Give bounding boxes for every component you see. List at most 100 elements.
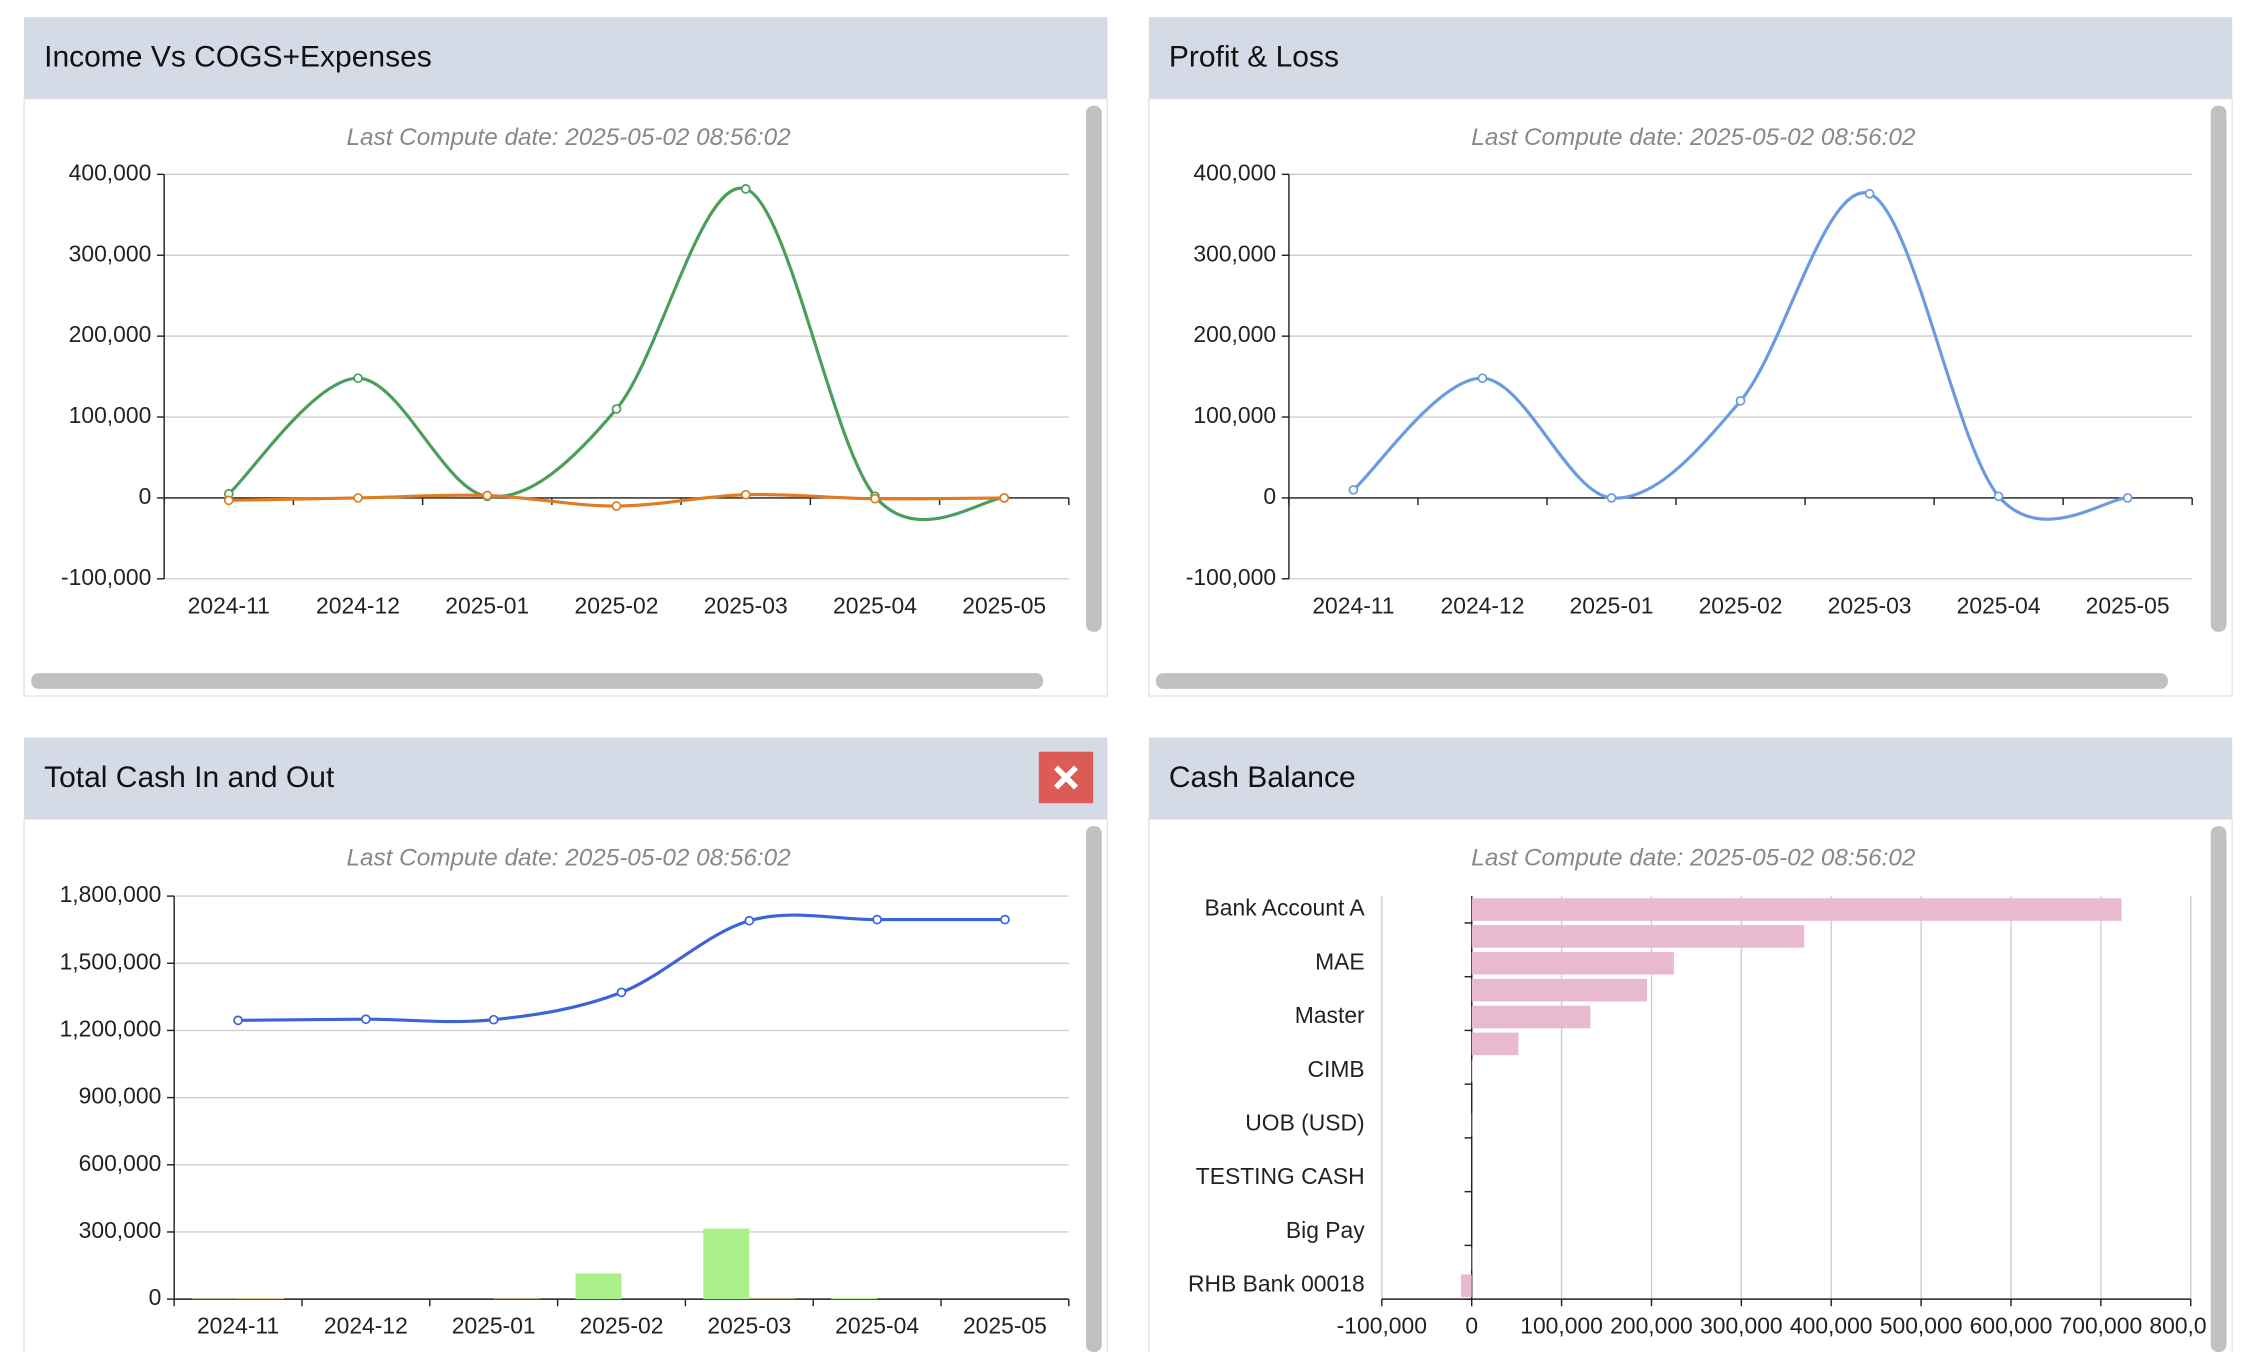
y-tick-label: 0 <box>139 483 152 509</box>
x-tick-label: 0 <box>1465 1313 1478 1339</box>
point <box>999 493 1010 503</box>
x-tick-label: 200,000 <box>1610 1313 1693 1339</box>
x-tick-label: 400,000 <box>1790 1313 1873 1339</box>
point <box>223 495 234 506</box>
point <box>1864 188 1875 199</box>
point <box>233 1015 243 1026</box>
y-tick-label: RHB Bank 00018 <box>1188 1271 1365 1297</box>
panel-frames <box>23 17 2233 1352</box>
panel-title: Profit & Loss <box>1169 41 1339 74</box>
bar <box>575 1273 622 1300</box>
y-tick-label: Bank Account A <box>1205 895 1366 921</box>
v-scrollbar[interactable] <box>2210 826 2227 1352</box>
point <box>1000 914 1010 925</box>
x-tick-label: 2024-11 <box>197 1313 279 1339</box>
x-tick-label: 500,000 <box>1880 1313 1963 1339</box>
v-scrollbar[interactable] <box>2210 105 2227 632</box>
x-tick-label: 2025-05 <box>962 592 1046 618</box>
line <box>227 186 1005 522</box>
x-tick-label: 2025-04 <box>1957 592 2041 618</box>
bar <box>1471 1032 1519 1056</box>
y-tick-label: 200,000 <box>69 321 152 347</box>
x-tick-label: 300,000 <box>1700 1313 1783 1339</box>
panel-body <box>23 818 1109 1352</box>
x-tick-label: 2024-12 <box>316 592 400 618</box>
v-scrollbar[interactable] <box>1085 105 1102 632</box>
point <box>2122 493 2133 503</box>
bar <box>1471 978 1647 1002</box>
point <box>740 489 751 500</box>
line <box>1352 191 2128 521</box>
point <box>740 184 751 194</box>
point <box>1348 484 1359 495</box>
point <box>1993 491 2004 502</box>
point <box>744 915 755 926</box>
x-tick-label: 2025-02 <box>580 1313 664 1339</box>
x-tick-label: 2024-11 <box>1312 592 1394 618</box>
close-icon <box>1053 765 1079 790</box>
x-tick-label: 2025-03 <box>1828 592 1912 618</box>
x-tick-label: 2025-03 <box>707 1313 791 1339</box>
x-tick-label: 2024-11 <box>188 592 270 618</box>
point <box>616 987 627 998</box>
y-tick-label: Master <box>1295 1002 1365 1028</box>
x-tick-label: 600,000 <box>1970 1313 2053 1339</box>
y-tick-label: TESTING CASH <box>1196 1163 1365 1189</box>
x-tick-label: 2024-12 <box>1441 592 1525 618</box>
x-tick-label: 2024-12 <box>324 1313 408 1339</box>
y-tick-label: 300,000 <box>79 1217 162 1243</box>
y-tick-label: 1,200,000 <box>60 1015 162 1041</box>
panel-header <box>24 17 1108 99</box>
close-button[interactable] <box>1038 751 1094 804</box>
x-tick-label: 800,000 <box>2149 1313 2232 1339</box>
panel-header <box>1148 17 2233 99</box>
panel-body <box>1148 97 2233 697</box>
h-scrollbar[interactable] <box>1156 673 2168 689</box>
bar <box>703 1228 750 1300</box>
y-tick-label: 0 <box>149 1284 162 1310</box>
h-scrollbar[interactable] <box>31 673 1044 689</box>
x-tick-label: 2025-02 <box>1699 592 1783 618</box>
y-tick-label: 300,000 <box>1193 240 1276 266</box>
bar <box>1471 898 2122 921</box>
y-tick-label: -100,000 <box>61 564 151 590</box>
x-tick-label: 2025-02 <box>575 592 659 618</box>
y-tick-label: 0 <box>1263 483 1276 509</box>
point <box>1477 373 1488 384</box>
subtitle: Last Compute date: 2025-05-02 08:56:02 <box>1471 124 1916 151</box>
y-tick-label: -100,000 <box>1186 564 1276 590</box>
bar <box>1471 925 1805 948</box>
bar <box>1460 1274 1472 1297</box>
y-tick-label: UOB (USD) <box>1245 1110 1364 1136</box>
y-tick-label: 400,000 <box>1193 159 1276 185</box>
x-tick-label: 2025-01 <box>445 592 529 618</box>
bar <box>1471 951 1674 975</box>
subtitle: Last Compute date: 2025-05-02 08:56:02 <box>347 124 792 151</box>
panel-title: Income Vs COGS+Expenses <box>44 41 432 74</box>
point <box>611 501 622 511</box>
x-tick-label: 2025-04 <box>835 1313 919 1339</box>
y-tick-label: MAE <box>1315 948 1365 974</box>
bar <box>831 1298 878 1300</box>
panel-header <box>24 737 1108 819</box>
x-tick-label: 2025-03 <box>704 592 788 618</box>
point <box>353 373 363 384</box>
subtitle: Last Compute date: 2025-05-02 08:56:02 <box>347 844 792 871</box>
y-tick-label: 900,000 <box>79 1083 162 1109</box>
point <box>1606 493 1617 503</box>
panel-title: Cash Balance <box>1169 761 1356 794</box>
point <box>872 914 882 925</box>
point <box>488 1014 499 1025</box>
y-tick-label: 100,000 <box>69 402 152 428</box>
panel-header <box>1148 737 2233 819</box>
y-tick-label: 1,800,000 <box>60 881 162 907</box>
x-tick-label: 100,000 <box>1520 1313 1603 1339</box>
point <box>353 493 363 503</box>
x-tick-label: 700,000 <box>2060 1313 2143 1339</box>
hbar-chart: -100,000 0 100,000 200,000 300,000 400,000 500… <box>1188 895 2232 1339</box>
y-tick-label: 1,500,000 <box>60 948 162 974</box>
bar <box>238 1298 285 1300</box>
y-tick-label: 400,000 <box>69 159 152 185</box>
v-scrollbar[interactable] <box>1085 826 1102 1352</box>
